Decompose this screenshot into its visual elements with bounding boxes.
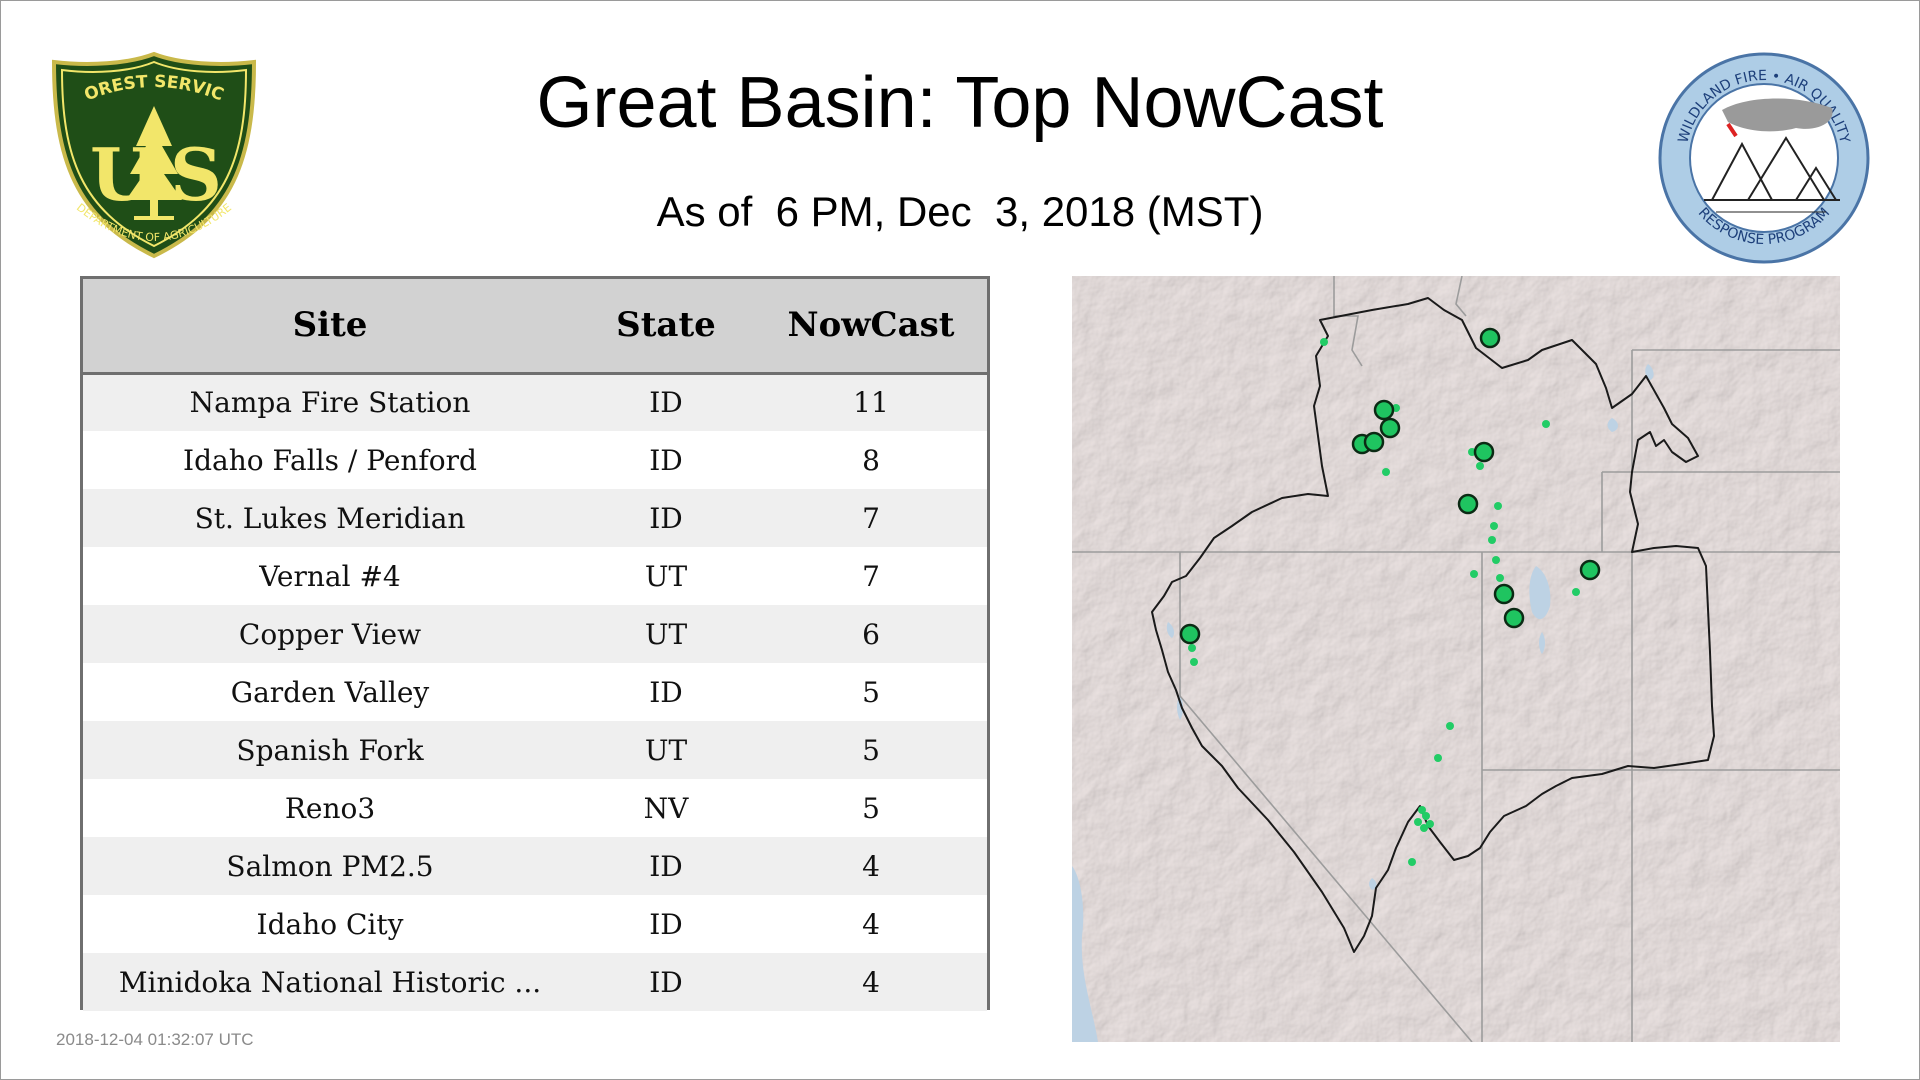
- site-cell: Vernal #4: [259, 559, 401, 593]
- state-cell: UT: [644, 617, 688, 651]
- state-cell: ID: [649, 386, 683, 420]
- table-row: Reno3 NV 5: [83, 779, 987, 837]
- nowcast-cell: 5: [862, 791, 880, 825]
- nowcast-cell: 4: [862, 965, 880, 999]
- site-cell: Copper View: [238, 617, 422, 651]
- column-header-state: State: [577, 279, 755, 375]
- nowcast-cell: 8: [862, 443, 880, 477]
- wildland-fire-air-quality-icon: WILDLAND FIRE • AIR QUALITY RESPONSE PRO…: [1658, 52, 1870, 264]
- nowcast-table: Site State NowCast Nampa Fire Station ID 1…: [80, 276, 990, 1011]
- monitor-marker[interactable]: [1503, 607, 1525, 629]
- state-cell: NV: [643, 791, 689, 825]
- table-row: Nampa Fire Station ID 11: [83, 373, 987, 431]
- site-cell: Idaho Falls / Penford: [183, 443, 477, 477]
- table-row: Minidoka National Historic ... ID 4: [83, 953, 987, 1011]
- monitor-marker[interactable]: [1373, 399, 1395, 421]
- map-lake: [1369, 878, 1377, 890]
- monitor-marker[interactable]: [1179, 623, 1201, 645]
- state-cell: ID: [649, 907, 683, 941]
- nowcast-cell: 5: [862, 675, 880, 709]
- top-monitor-markers: [1179, 327, 1601, 645]
- monitor-marker[interactable]: [1579, 559, 1601, 581]
- site-cell: Salmon PM2.5: [226, 849, 434, 883]
- nowcast-cell: 4: [862, 907, 880, 941]
- nowcast-cell: 4: [862, 849, 880, 883]
- nowcast-cell: 7: [862, 501, 880, 535]
- map-lake: [1539, 632, 1545, 654]
- site-cell: Reno3: [284, 791, 376, 825]
- table-row: Spanish Fork UT 5: [83, 721, 987, 779]
- map-state-lines: [1072, 276, 1840, 1042]
- nowcast-cell: 6: [862, 617, 880, 651]
- table-row: St. Lukes Meridian ID 7: [83, 489, 987, 547]
- site-cell: St. Lukes Meridian: [194, 501, 466, 535]
- monitor-marker[interactable]: [1363, 431, 1385, 453]
- great-basin-outline: [1151, 297, 1715, 953]
- table-row: Copper View UT 6: [83, 605, 987, 663]
- table-row: Idaho Falls / Penford ID 8: [83, 431, 987, 489]
- map-lake: [1529, 566, 1551, 620]
- column-header-site: Site: [83, 279, 577, 375]
- nowcast-cell: 5: [862, 733, 880, 767]
- column-header-nowcast: NowCast: [755, 279, 987, 375]
- state-cell: ID: [649, 675, 683, 709]
- map-ocean: [1072, 866, 1098, 1042]
- monitor-marker[interactable]: [1379, 417, 1401, 439]
- site-cell: Idaho City: [256, 907, 404, 941]
- nowcast-cell: 11: [853, 386, 889, 420]
- state-cell: UT: [644, 733, 688, 767]
- monitor-marker[interactable]: [1473, 441, 1495, 463]
- page-title: Great Basin: Top NowCast: [536, 63, 1384, 143]
- map-terrain-relief: [1072, 276, 1840, 1042]
- table-row: Vernal #4 UT 7: [83, 547, 987, 605]
- map-lake: [1645, 364, 1654, 380]
- page-subtitle: As of 6 PM, Dec 3, 2018 (MST): [656, 188, 1264, 235]
- great-basin-map[interactable]: [1072, 276, 1840, 1042]
- site-cell: Garden Valley: [230, 675, 430, 709]
- nowcast-cell: 7: [862, 559, 880, 593]
- svg-text:S: S: [170, 132, 222, 217]
- table-row: Salmon PM2.5 ID 4: [83, 837, 987, 895]
- map-lake: [1166, 622, 1175, 638]
- table-header-row: Site State NowCast: [83, 279, 987, 375]
- monitor-marker[interactable]: [1479, 327, 1501, 349]
- site-cell: Nampa Fire Station: [189, 386, 471, 420]
- site-cell: Minidoka National Historic ...: [118, 965, 542, 999]
- monitor-marker[interactable]: [1493, 583, 1515, 605]
- table-row: Idaho City ID 4: [83, 895, 987, 953]
- generated-timestamp: 2018-12-04 01:32:07 UTC: [56, 1030, 254, 1049]
- state-cell: ID: [649, 965, 683, 999]
- forest-service-shield-icon: FOREST SERVICE U S DEPARTMENT OF AGRICUL…: [48, 50, 257, 259]
- state-cell: ID: [649, 849, 683, 883]
- state-cell: ID: [649, 501, 683, 535]
- nowcast-table-grid: Site State NowCast Nampa Fire Station ID 1…: [83, 279, 987, 1011]
- table-row: Garden Valley ID 5: [83, 663, 987, 721]
- state-cell: ID: [649, 443, 683, 477]
- map-lake: [1607, 418, 1618, 432]
- monitor-marker[interactable]: [1457, 493, 1479, 515]
- site-cell: Spanish Fork: [236, 733, 424, 767]
- state-cell: UT: [644, 559, 688, 593]
- svg-text:U: U: [90, 132, 153, 217]
